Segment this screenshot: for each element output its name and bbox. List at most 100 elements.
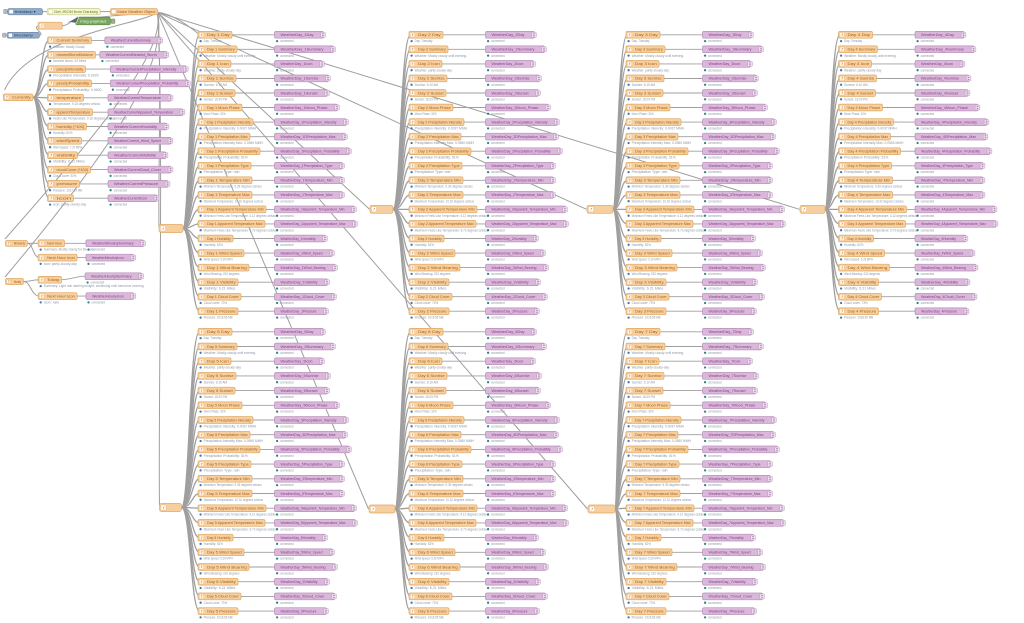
- svg-text:WeatherDay_6Temperature_Max: WeatherDay_6Temperature_Max: [492, 492, 544, 496]
- svg-text:WeatherDay_3Precipitation_Inte: WeatherDay_3Precipitation_Intensity: [709, 120, 765, 124]
- svg-text:WeatherDay_6Precipitation_Prob: WeatherDay_6Precipitation_Probability: [492, 448, 551, 452]
- svg-text:Precipitation Intensity Max:: Precipitation Intensity Max: 0.0550 MMH: [415, 439, 475, 443]
- svg-text:WeatherDay_3Pressure: WeatherDay_3Pressure: [709, 310, 745, 314]
- svg-text:connected: connected: [921, 185, 935, 189]
- svg-text:Day 5 Visibility: Day 5 Visibility: [207, 580, 236, 584]
- svg-text:WeatherDay_5Precipitation_Type: WeatherDay_5Precipitation_Type: [281, 462, 333, 466]
- svg-text:Precipitation Type: rain: Precipitation Type: rain: [415, 469, 451, 473]
- svg-text:Visibility: 6.21 Miles: Visibility: 6.21 Miles: [204, 586, 236, 590]
- svg-text:connected: connected: [708, 498, 722, 502]
- svg-text:connected: connected: [921, 83, 935, 87]
- svg-text:connected: connected: [280, 410, 294, 414]
- svg-text:Day 5 Sunrise: Day 5 Sunrise: [207, 374, 234, 378]
- svg-text:Precipitation Intensity Max:: Precipitation Intensity Max: 0.0550 MMH: [415, 141, 475, 145]
- svg-text:Day 5 Wind Speed: Day 5 Wind Speed: [207, 551, 242, 555]
- svg-text:connected: connected: [280, 272, 294, 276]
- svg-text:Humidity: 82%: Humidity: 82%: [844, 243, 863, 247]
- svg-text:connected: connected: [708, 39, 722, 43]
- svg-text:Day: Tuesday: Day: Tuesday: [415, 39, 433, 43]
- svg-text:Visibility: 6.21 Miles: Visibility: 6.21 Miles: [53, 160, 85, 164]
- svg-text:WeatherCurrentNearest_Storm: WeatherCurrentNearest_Storm: [106, 53, 157, 57]
- svg-text:Cloud cover: 73%: Cloud cover: 73%: [632, 601, 656, 605]
- svg-text:Day 7 Cloud Cover: Day 7 Cloud Cover: [635, 595, 667, 599]
- svg-text:connected: connected: [280, 141, 294, 145]
- svg-text:connected: connected: [921, 68, 935, 72]
- svg-text:Cloud cover: 73%: Cloud cover: 73%: [415, 601, 439, 605]
- svg-text:WeatherDay_2Wind_Bearing: WeatherDay_2Wind_Bearing: [492, 266, 537, 270]
- svg-text:connected: connected: [921, 228, 935, 232]
- svg-text:Wind Bearing: 232 degrees: Wind Bearing: 232 degrees: [204, 571, 240, 575]
- svg-text:Day 3 Cloud Cover: Day 3 Cloud Cover: [635, 295, 667, 299]
- svg-text:WeatherDay_6Day: WeatherDay_6Day: [492, 330, 525, 334]
- svg-text:connected: connected: [491, 469, 505, 473]
- svg-text:Day: Tuesday: Day: Tuesday: [415, 336, 433, 340]
- svg-text:connected: connected: [280, 395, 294, 399]
- svg-text:Day 3 Visibility: Day 3 Visibility: [635, 280, 664, 284]
- svg-text:Pressure: 1018.56 MB: Pressure: 1018.56 MB: [415, 616, 445, 620]
- svg-text:Day 7 Temperature Min: Day 7 Temperature Min: [635, 477, 678, 481]
- svg-text:Day 4 Sunrise: Day 4 Sunrise: [848, 77, 875, 81]
- svg-text:WeatherDay_5Moon_Phase: WeatherDay_5Moon_Phase: [281, 404, 328, 408]
- svg-text:connected: connected: [280, 243, 294, 247]
- svg-text:connected: connected: [491, 366, 505, 370]
- svg-text:WeatherCurrentApparent_Tempera: WeatherCurrentApparent_Temperature: [114, 110, 173, 114]
- svg-text:connected: connected: [491, 83, 505, 87]
- svg-text:Minutely: Minutely: [14, 242, 25, 246]
- svg-text:connected: connected: [491, 39, 505, 43]
- svg-text:connected: connected: [491, 301, 505, 305]
- svg-text:Day 1 Apparent Temperature Max: Day 1 Apparent Temperature Max: [207, 222, 263, 226]
- svg-text:f: f: [803, 207, 805, 212]
- svg-text:Day 4 Day: Day 4 Day: [848, 33, 871, 37]
- svg-text:Day 7 Precipitation Type: Day 7 Precipitation Type: [635, 462, 677, 466]
- svg-text:WeatherDay_6Cloud_Cover: WeatherDay_6Cloud_Cover: [492, 595, 537, 599]
- svg-text:WeatherDay_7Moon_Phase: WeatherDay_7Moon_Phase: [709, 404, 756, 408]
- svg-text:Day 6 Apparent Temperature Max: Day 6 Apparent Temperature Max: [418, 521, 474, 525]
- svg-text:Wind Speed: 5.29 MPH: Wind Speed: 5.29 MPH: [204, 557, 233, 561]
- svg-text:Day 1 Precipitation Max: Day 1 Precipitation Max: [207, 135, 248, 139]
- svg-text:Summary: Mostly cloudy for th: Summary: Mostly cloudy for the hour.: [44, 248, 95, 252]
- svg-text:WeatherDay_3Sunset: WeatherDay_3Sunset: [709, 91, 747, 95]
- svg-text:Day 5 Sunset: Day 5 Sunset: [207, 389, 234, 393]
- svg-text:Day 7 Apparent Temperature Min: Day 7 Apparent Temperature Min: [635, 506, 692, 510]
- svg-text:connected: connected: [708, 68, 722, 72]
- svg-text:WeatherDay_7Summary: WeatherDay_7Summary: [709, 345, 752, 349]
- svg-text:Day 7 Sunrise: Day 7 Sunrise: [635, 374, 662, 378]
- svg-text:WeatherDay_2Day: WeatherDay_2Day: [492, 33, 525, 37]
- svg-text:WeatherDay_2Moon_Phase: WeatherDay_2Moon_Phase: [492, 106, 539, 110]
- svg-text:Day 5 Pressure: Day 5 Pressure: [207, 609, 236, 613]
- svg-text:Day 2 Pressure: Day 2 Pressure: [418, 310, 447, 314]
- svg-text:connected: connected: [116, 88, 130, 92]
- svg-text:Day 5 Apparent Temperature Min: Day 5 Apparent Temperature Min: [207, 506, 264, 510]
- svg-text:WeatherDay_4Day: WeatherDay_4Day: [921, 33, 954, 37]
- svg-text:Day 3 Temperature Min: Day 3 Temperature Min: [635, 179, 678, 183]
- svg-text:Precipitation Intensity: 0.0: Precipitation Intensity: 0.0037 MMH: [415, 424, 468, 428]
- svg-text:connected: connected: [491, 616, 505, 620]
- svg-text:connected: connected: [708, 424, 722, 428]
- svg-text:Day 3 Precipitation Intensity: Day 3 Precipitation Intensity: [635, 120, 679, 124]
- svg-text:Day 5 Humidity: Day 5 Humidity: [207, 536, 231, 540]
- svg-text:Day 3 Moon Phase: Day 3 Moon Phase: [635, 106, 668, 110]
- svg-text:WeatherDay_5Icon: WeatherDay_5Icon: [281, 359, 313, 363]
- svg-text:precipIntensity: precipIntensity: [57, 67, 84, 71]
- svg-text:Day 6 Precipitation Probabilit: Day 6 Precipitation Probability: [418, 448, 469, 452]
- svg-text:Day 1 Moon Phase: Day 1 Moon Phase: [207, 106, 240, 110]
- svg-text:Precipitation Type: rain: Precipitation Type: rain: [415, 170, 451, 174]
- svg-text:connected: connected: [708, 366, 722, 370]
- svg-text:WeatherCurrentPrecipitation_In: WeatherCurrentPrecipitation_Intensity: [116, 67, 176, 71]
- svg-text:connected: connected: [708, 54, 722, 58]
- svg-text:Day 6 Day: Day 6 Day: [418, 330, 441, 334]
- svg-text:connected: connected: [280, 527, 294, 531]
- svg-text:connected: connected: [491, 542, 505, 546]
- svg-text:Icon: partly-cloudy-day: Icon: partly-cloudy-day: [53, 203, 86, 207]
- svg-text:Day 7 Apparent Temperature Max: Day 7 Apparent Temperature Max: [635, 521, 691, 525]
- svg-text:connected: connected: [921, 301, 935, 305]
- svg-text:Day 1 Wind Speed: Day 1 Wind Speed: [207, 251, 242, 255]
- svg-text:Sunrise: 6:10 AM: Sunrise: 6:10 AM: [204, 83, 228, 87]
- svg-text:Day 7 Precipitation Max: Day 7 Precipitation Max: [635, 433, 676, 437]
- svg-text:Maximum Temperature: 10.32 de: Maximum Temperature: 10.32 degrees celsi…: [415, 498, 475, 502]
- svg-text:WeatherDay_1Precipitation_Type: WeatherDay_1Precipitation_Type: [281, 164, 333, 168]
- svg-text:Day 1 Day: Day 1 Day: [207, 33, 230, 37]
- svg-text:Minimum Feels Like Temperature: Minimum Feels Like Temperature: 4.12 deg…: [415, 513, 488, 517]
- svg-text:nearestStormDistance: nearestStormDistance: [57, 53, 94, 57]
- svg-text:Minimum Feels Like Temperature: Minimum Feels Like Temperature: 4.12 deg…: [204, 513, 277, 517]
